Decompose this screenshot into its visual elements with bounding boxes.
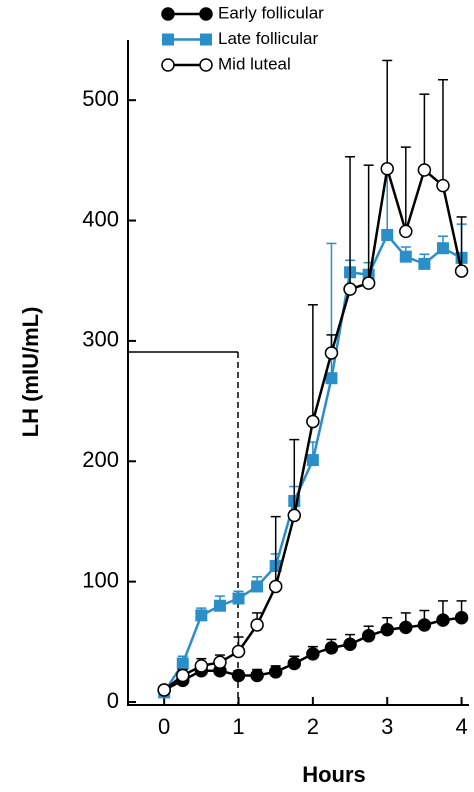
marker [436,178,450,193]
marker [380,162,394,176]
marker [287,508,302,523]
legend-label: Early follicular [218,3,324,22]
legend-label: Mid luteal [218,54,291,73]
marker [195,609,208,622]
x-tick-label: 0 [158,714,170,739]
marker [161,58,175,72]
marker [200,33,212,46]
y-tick-label: 100 [82,567,119,592]
marker [268,665,283,679]
marker [194,659,209,673]
marker [199,7,213,21]
marker [162,33,174,46]
x-tick-label: 3 [381,714,393,739]
y-tick-label: 400 [82,206,119,231]
marker [231,644,246,659]
marker [324,641,339,655]
legend-label: Late follicular [218,29,319,48]
marker [176,668,190,683]
marker [199,58,213,72]
marker [306,647,320,661]
marker [268,579,283,594]
marker [231,668,246,683]
marker [361,629,376,643]
marker [417,618,432,632]
marker [161,7,175,21]
marker [343,282,357,296]
marker [324,346,339,360]
marker [213,655,227,670]
marker [454,264,469,278]
marker [361,276,376,290]
marker [436,613,450,627]
marker [232,592,245,605]
y-axis-title: LH (mIU/mL) [18,307,43,438]
x-tick-label: 1 [232,714,244,739]
y-tick-label: 500 [82,86,119,111]
marker [418,257,431,270]
x-axis-title: Hours [302,762,366,787]
marker [399,250,412,263]
series [157,59,469,697]
marker [325,372,338,385]
marker [176,657,189,670]
marker [343,637,357,651]
marker [306,414,320,429]
marker [399,224,413,239]
marker [417,163,432,177]
y-tick-label: 0 [107,688,119,713]
marker [287,656,302,671]
marker [306,454,319,467]
marker [250,668,264,683]
marker [250,618,264,632]
y-tick-label: 300 [82,327,119,352]
marker [380,623,394,637]
marker [454,610,469,625]
marker [213,599,226,612]
infusion-box [128,351,239,704]
marker [399,620,413,635]
marker [251,580,264,593]
marker [436,242,449,255]
marker [157,683,171,697]
x-tick-label: 2 [307,714,319,739]
y-tick-label: 200 [82,447,119,472]
marker [381,228,394,241]
x-tick-label: 4 [455,714,467,739]
